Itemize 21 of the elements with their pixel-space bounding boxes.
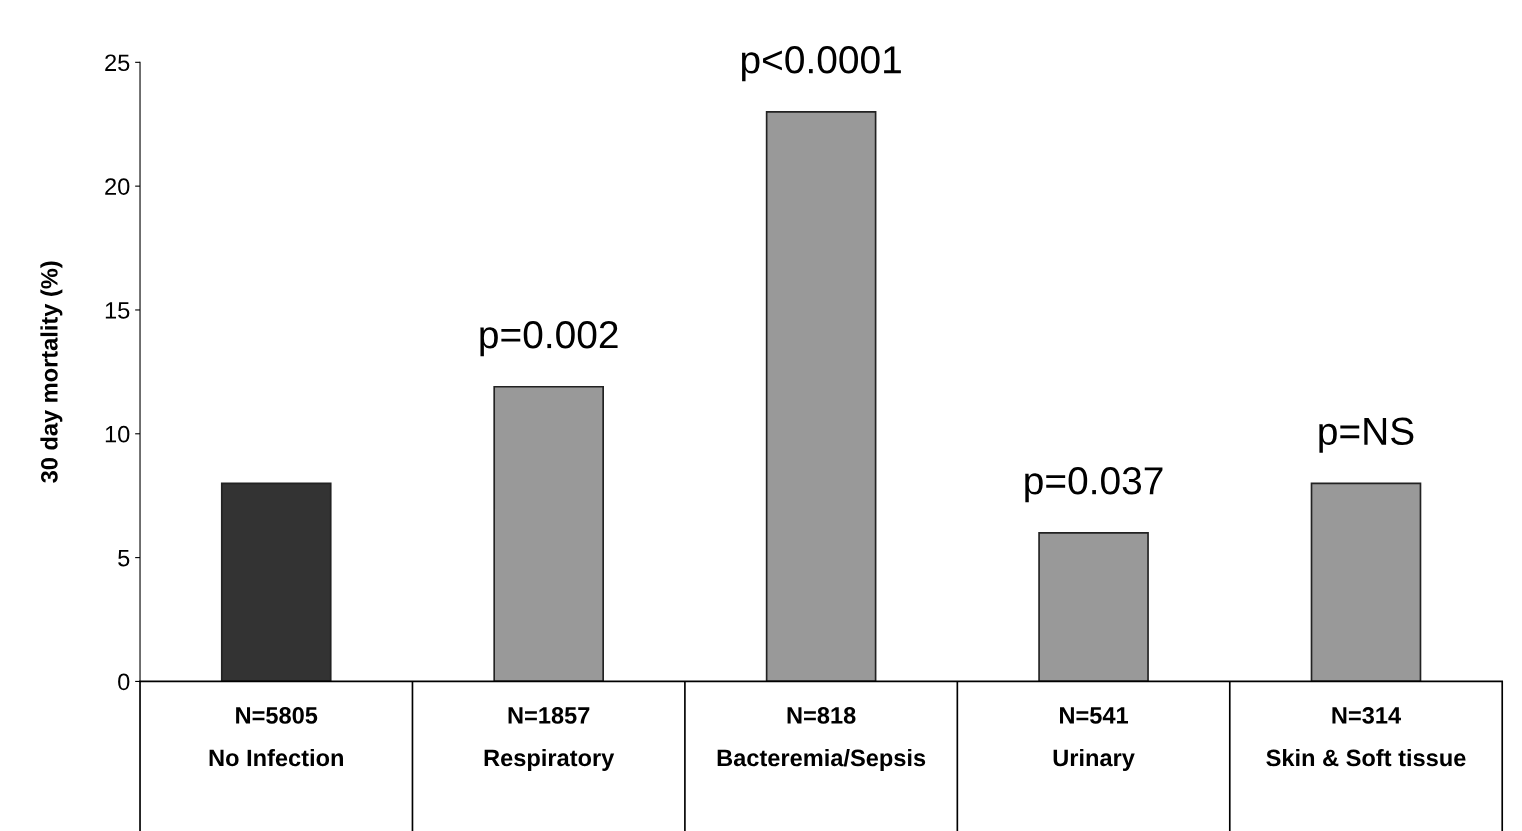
x-tick-label: N=5805 No Infection [209, 707, 343, 767]
bar [765, 111, 877, 682]
annotation: p<0.0001 [741, 46, 901, 82]
bar [1310, 482, 1422, 682]
y-tick-label: 10 [105, 425, 130, 443]
x-tick-label: N=1857 Respiratory [484, 707, 615, 771]
bar [1038, 532, 1149, 682]
bar [493, 385, 605, 682]
y-tick-label: 0 [118, 673, 130, 691]
bar [220, 482, 332, 682]
y-tick-label: 25 [105, 54, 130, 72]
y-tick-label: 20 [105, 178, 130, 195]
x-tick-label: N=314 Skin & Soft tissue [1266, 707, 1466, 767]
annotation: p=NS [1319, 417, 1414, 453]
x-tick-label: N=818 Bacteremia/Sepsis [717, 707, 926, 771]
y-axis-title: 30 day mortality (%) [40, 261, 63, 483]
annotation: p=0.002 [480, 320, 618, 357]
y-tick-label: 15 [105, 302, 130, 319]
y-tick-label: 5 [118, 549, 130, 567]
annotation: p=0.037 [1025, 467, 1163, 503]
x-tick-label: N=541 Urinary [1053, 707, 1135, 771]
